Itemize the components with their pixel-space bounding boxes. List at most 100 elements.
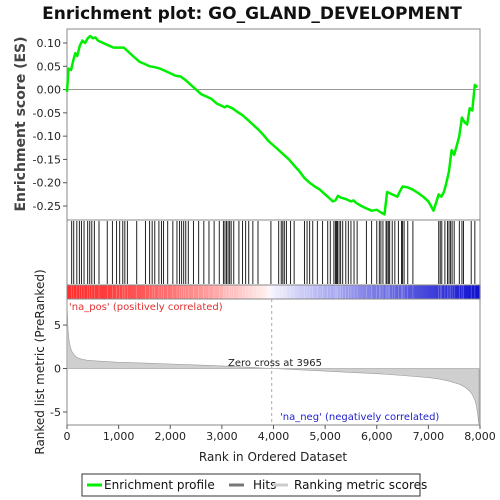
band-segment xyxy=(452,285,457,299)
band-segment xyxy=(139,285,144,299)
ranking-color-band xyxy=(67,285,481,299)
band-segment xyxy=(404,285,409,299)
band-segment xyxy=(407,285,412,299)
x-tick-label: 5,000 xyxy=(309,430,341,443)
band-segment xyxy=(349,285,354,299)
band-segment xyxy=(146,285,151,299)
band-segment xyxy=(142,285,147,299)
band-segment xyxy=(184,285,189,299)
band-segment xyxy=(397,285,402,299)
band-segment xyxy=(263,285,268,299)
band-segment xyxy=(273,285,278,299)
band-segment xyxy=(204,285,209,299)
band-segment xyxy=(80,285,85,299)
band-segment xyxy=(476,285,481,299)
metric-y-tick-label: 0 xyxy=(54,363,61,376)
band-segment xyxy=(421,285,426,299)
band-segment xyxy=(91,285,96,299)
x-tick-label: 6,000 xyxy=(361,430,393,443)
x-tick-label: 2,000 xyxy=(155,430,187,443)
hit-lines xyxy=(71,221,476,284)
band-segment xyxy=(252,285,257,299)
es-y-tick-label: 0.00 xyxy=(37,84,62,97)
band-segment xyxy=(197,285,202,299)
es-y-tick-label: -0.25 xyxy=(33,200,61,213)
band-segment xyxy=(104,285,109,299)
x-tick-label: 1,000 xyxy=(103,430,135,443)
x-tick-label: 7,000 xyxy=(413,430,445,443)
metric-y-axis-label: Ranked list metric (PreRanked) xyxy=(33,269,47,454)
band-segment xyxy=(431,285,436,299)
band-segment xyxy=(332,285,337,299)
x-axis-label: Rank in Ordered Dataset xyxy=(199,450,347,464)
band-segment xyxy=(180,285,185,299)
band-segment xyxy=(473,285,478,299)
legend-entry-enrichment-profile: Enrichment profile xyxy=(87,478,215,492)
band-segment xyxy=(301,285,306,299)
band-segment xyxy=(239,285,244,299)
band-segment xyxy=(400,285,405,299)
band-segment xyxy=(115,285,120,299)
band-segment xyxy=(438,285,443,299)
x-tick-label: 8,000 xyxy=(464,430,496,443)
band-segment xyxy=(352,285,357,299)
band-segment xyxy=(345,285,350,299)
band-segment xyxy=(380,285,385,299)
band-segment xyxy=(101,285,106,299)
band-segment xyxy=(449,285,454,299)
band-segment xyxy=(455,285,460,299)
band-segment xyxy=(128,285,133,299)
band-segment xyxy=(170,285,175,299)
band-segment xyxy=(314,285,319,299)
es-y-tick-label: 0.10 xyxy=(37,37,62,50)
band-segment xyxy=(304,285,309,299)
metric-panel xyxy=(66,298,481,426)
band-segment xyxy=(297,285,302,299)
band-segment xyxy=(356,285,361,299)
band-segment xyxy=(342,285,347,299)
band-segment xyxy=(256,285,261,299)
pos-label: 'na_pos' (positively correlated) xyxy=(69,302,223,313)
band-segment xyxy=(466,285,471,299)
band-segment xyxy=(87,285,92,299)
ranking-metric-area xyxy=(66,303,480,426)
legend-label-enrichment: Enrichment profile xyxy=(104,478,215,492)
band-segment xyxy=(228,285,233,299)
band-segment xyxy=(232,285,237,299)
band-segment xyxy=(208,285,213,299)
band-segment xyxy=(311,285,316,299)
band-segment xyxy=(276,285,281,299)
es-y-axis-label: Enrichment score (ES) xyxy=(13,36,29,211)
band-segment xyxy=(159,285,164,299)
es-y-tick-label: -0.15 xyxy=(33,153,61,166)
es-y-tick-label: -0.10 xyxy=(33,130,61,143)
band-segment xyxy=(111,285,116,299)
zero-cross-label: Zero cross at 3965 xyxy=(228,358,322,369)
band-segment xyxy=(445,285,450,299)
legend-label-metric: Ranking metric scores xyxy=(294,478,427,492)
band-segment xyxy=(318,285,323,299)
band-segment xyxy=(173,285,178,299)
band-segment xyxy=(94,285,99,299)
band-segment xyxy=(373,285,378,299)
metric-y-ticks: 5 0 -5 xyxy=(50,319,67,419)
band-segment xyxy=(307,285,312,299)
band-segment xyxy=(383,285,388,299)
es-y-ticks: 0.10 0.05 0.00 -0.05 -0.10 -0.15 -0.20 -0.25 xyxy=(33,37,67,213)
band-segment xyxy=(135,285,140,299)
band-segment xyxy=(73,285,78,299)
band-segment xyxy=(338,285,343,299)
es-y-tick-label: -0.05 xyxy=(33,107,61,120)
band-segment xyxy=(245,285,251,299)
band-segment xyxy=(108,285,113,299)
band-segment xyxy=(325,285,330,299)
band-segment xyxy=(294,285,299,299)
band-segment xyxy=(211,285,216,299)
band-segment xyxy=(328,285,333,299)
band-segment xyxy=(67,285,72,299)
legend-label-hits: Hits xyxy=(253,478,276,492)
hits-panel xyxy=(66,219,481,286)
chart-title: Enrichment plot: GO_GLAND_DEVELOPMENT xyxy=(42,4,462,24)
neg-label: 'na_neg' (negatively correlated) xyxy=(280,412,439,423)
